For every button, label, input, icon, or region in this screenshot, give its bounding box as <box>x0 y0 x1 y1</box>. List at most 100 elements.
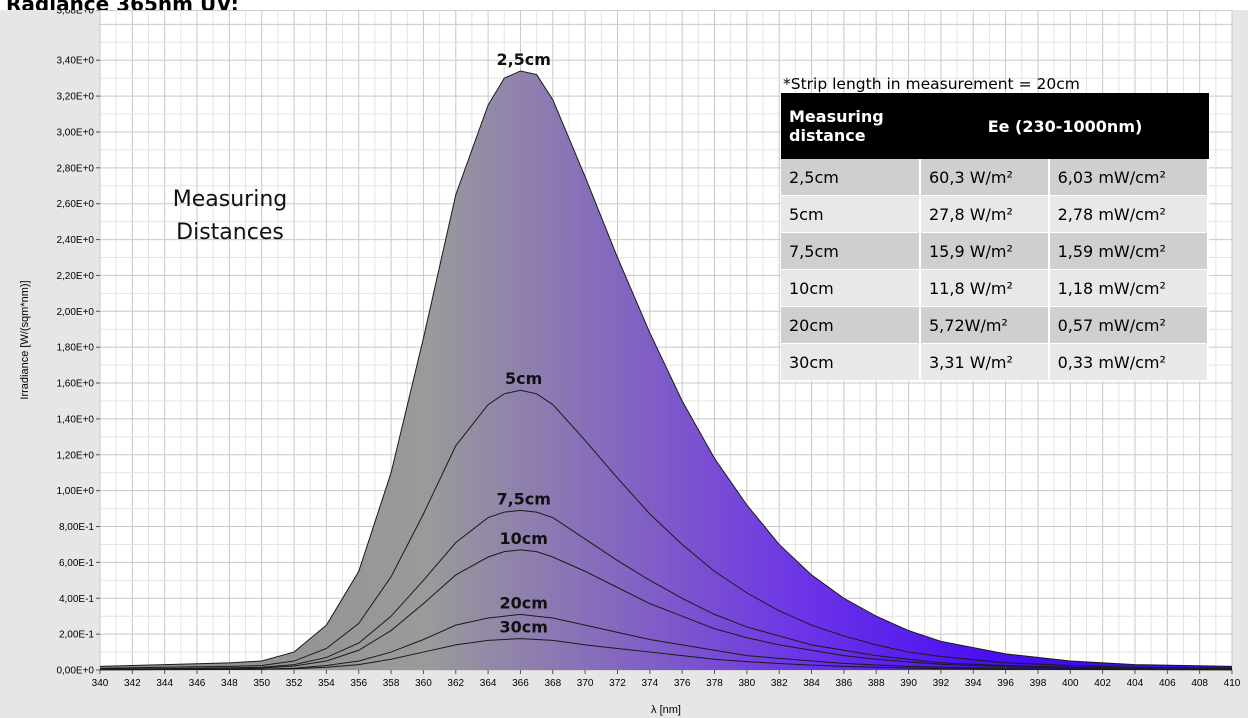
series-line-5cm <box>99 389 1233 669</box>
cell-w-m2: 27,8 W/m² <box>921 196 1050 233</box>
y-tick-label: 1,20E+0 <box>56 450 94 461</box>
y-tick-label: 6,00E-1 <box>59 558 94 569</box>
x-tick-label: 348 <box>221 678 238 689</box>
chart-frame: 340 342 344 346 348 350 352 354 356 358 360 362 364 3… <box>0 10 1248 718</box>
x-axis-title: λ [nm] <box>651 704 681 716</box>
x-tick-label: 390 <box>900 678 917 689</box>
x-tick-label: 376 <box>674 678 691 689</box>
y-tick-label: 1,40E+0 <box>56 414 94 425</box>
cell-w-m2: 3,31 W/m² <box>921 344 1050 381</box>
series-label: 2,5cm <box>496 50 551 69</box>
series-line-7,5cm <box>99 509 1233 670</box>
x-tick-label: 400 <box>1062 678 1079 689</box>
x-tick-label: 402 <box>1094 678 1111 689</box>
x-tick-label: 394 <box>965 678 982 689</box>
x-tick-label: 380 <box>739 678 756 689</box>
series-label: 20cm <box>499 593 547 612</box>
irradiance-table: Measuring distance Ee (230-1000nm) 2,5cm… <box>781 93 1209 381</box>
x-tick-label: 374 <box>641 678 658 689</box>
cell-distance: 7,5cm <box>781 233 921 270</box>
cell-w-m2: 5,72W/m² <box>921 307 1050 344</box>
y-tick-label: 2,20E+0 <box>56 271 94 282</box>
spectrum-fill-area <box>100 70 1232 670</box>
x-tick-label: 360 <box>415 678 432 689</box>
table-row: 30cm 3,31 W/m² 0,33 mW/cm² <box>781 344 1209 381</box>
series-label: 30cm <box>499 618 547 637</box>
cell-w-m2: 60,3 W/m² <box>921 159 1050 196</box>
y-tick-label: 4,00E-1 <box>59 594 94 605</box>
x-tick-label: 392 <box>933 678 950 689</box>
y-tick-label: 3,68E+0 <box>56 10 94 17</box>
table-header-row: Measuring distance Ee (230-1000nm) <box>781 93 1209 159</box>
x-tick-label: 346 <box>189 678 206 689</box>
y-tick-label: 1,80E+0 <box>56 343 94 354</box>
x-tick-label: 410 <box>1224 678 1241 689</box>
x-tick-label: 358 <box>383 678 400 689</box>
series-label: 10cm <box>499 529 547 548</box>
x-tick-label: 356 <box>350 678 367 689</box>
x-tick-label: 340 <box>92 678 109 689</box>
y-tick-label: 2,40E+0 <box>56 235 94 246</box>
x-tick-label: 398 <box>1030 678 1047 689</box>
x-tick-label: 404 <box>1127 678 1144 689</box>
y-tick-label: 8,00E-1 <box>59 522 94 533</box>
y-tick-label: 0,00E+0 <box>56 666 94 677</box>
x-tick-label: 368 <box>544 678 561 689</box>
x-tick-label: 350 <box>253 678 270 689</box>
x-tick-label: 396 <box>997 678 1014 689</box>
x-tick-label: 352 <box>286 678 303 689</box>
y-axis-title: Irradiance [W/(sqm*nm)] <box>19 280 31 399</box>
header-ee: Ee (230-1000nm) <box>921 93 1209 159</box>
table-row: 5cm 27,8 W/m² 2,78 mW/cm² <box>781 196 1209 233</box>
header-measuring-distance: Measuring distance <box>781 93 921 159</box>
cell-mw-cm2: 2,78 mW/cm² <box>1049 196 1209 233</box>
cell-mw-cm2: 0,57 mW/cm² <box>1049 307 1209 344</box>
cell-distance: 30cm <box>781 344 921 381</box>
series-label: 7,5cm <box>496 489 551 508</box>
x-tick-label: 408 <box>1191 678 1208 689</box>
x-tick-label: 386 <box>836 678 853 689</box>
x-tick-label: 378 <box>706 678 723 689</box>
x-tick-label: 366 <box>512 678 529 689</box>
y-tick-label: 1,00E+0 <box>56 486 94 497</box>
x-tick-label: 344 <box>156 678 173 689</box>
cell-mw-cm2: 0,33 mW/cm² <box>1049 344 1209 381</box>
x-tick-label: 382 <box>771 678 788 689</box>
series-line-30cm <box>99 638 1233 671</box>
table-row: 2,5cm 60,3 W/m² 6,03 mW/cm² <box>781 159 1209 196</box>
annotation-distances: Distances <box>176 220 284 245</box>
x-tick-label: 388 <box>868 678 885 689</box>
annotation-measuring: Measuring <box>173 187 287 212</box>
x-tick-label: 370 <box>577 678 594 689</box>
y-tick-label: 3,40E+0 <box>56 56 94 67</box>
x-tick-label: 354 <box>318 678 335 689</box>
y-tick-label: 2,60E+0 <box>56 199 94 210</box>
y-tick-label: 3,20E+0 <box>56 92 94 103</box>
table-row: 10cm 11,8 W/m² 1,18 mW/cm² <box>781 270 1209 307</box>
series-line-20cm <box>99 613 1233 671</box>
y-tick-label: 2,00E-1 <box>59 630 94 641</box>
cell-distance: 2,5cm <box>781 159 921 196</box>
table-note: *Strip length in measurement = 20cm <box>783 75 1080 93</box>
series-line-2,5cm <box>99 70 1233 667</box>
cell-mw-cm2: 6,03 mW/cm² <box>1049 159 1209 196</box>
x-tick-label: 342 <box>124 678 141 689</box>
x-tick-label: 362 <box>447 678 464 689</box>
cell-mw-cm2: 1,59 mW/cm² <box>1049 233 1209 270</box>
x-tick-label: 364 <box>480 678 497 689</box>
irradiance-chart: 340 342 344 346 348 350 352 354 356 358 360 362 364 3… <box>19 10 1241 716</box>
series-label: 5cm <box>505 369 542 388</box>
cell-distance: 10cm <box>781 270 921 307</box>
cell-w-m2: 15,9 W/m² <box>921 233 1050 270</box>
table-row: 20cm 5,72W/m² 0,57 mW/cm² <box>781 307 1209 344</box>
x-tick-label: 406 <box>1159 678 1176 689</box>
x-tick-label: 384 <box>803 678 820 689</box>
cell-distance: 20cm <box>781 307 921 344</box>
y-tick-label: 2,00E+0 <box>56 307 94 318</box>
y-tick-label: 2,80E+0 <box>56 163 94 174</box>
x-tick-label: 372 <box>609 678 626 689</box>
table-row: 7,5cm 15,9 W/m² 1,59 mW/cm² <box>781 233 1209 270</box>
cell-w-m2: 11,8 W/m² <box>921 270 1050 307</box>
series-line-10cm <box>99 549 1233 670</box>
y-tick-label: 3,00E+0 <box>56 127 94 138</box>
